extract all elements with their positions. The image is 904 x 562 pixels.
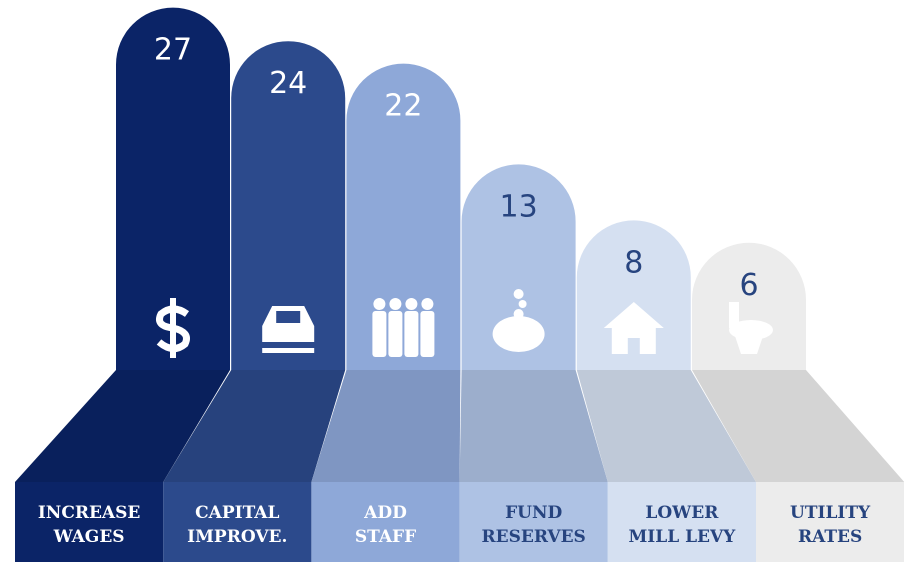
label-box: [311, 482, 460, 562]
bar: [116, 7, 230, 370]
icon: [420, 311, 435, 357]
bar: [231, 41, 346, 371]
value-label: 22: [384, 89, 422, 124]
floor: [576, 370, 756, 482]
icon: [513, 289, 524, 299]
bar: [692, 242, 806, 370]
icon: [513, 309, 524, 319]
icon: [262, 306, 315, 342]
icon: [170, 298, 176, 358]
floor: [311, 370, 461, 482]
icon: [388, 311, 403, 357]
label-box: [15, 482, 164, 562]
icon: [373, 298, 386, 310]
value-label: 6: [739, 268, 758, 303]
floor: [15, 370, 230, 482]
floor-shade: [15, 370, 230, 482]
value-label: 24: [269, 66, 307, 101]
icon: [492, 316, 545, 352]
icon: [389, 298, 402, 310]
value-label: 27: [154, 33, 192, 68]
icon: [262, 348, 315, 353]
label-box: [756, 482, 904, 562]
column: 27 INCREASE WAGES: [15, 7, 230, 562]
floor: [692, 370, 904, 482]
floor: [163, 370, 346, 482]
icon: [372, 311, 387, 357]
icon: [518, 300, 527, 308]
floor-shade: [459, 370, 608, 482]
category-label: UTILITY: [790, 503, 871, 523]
icon: [405, 298, 418, 310]
floor: [459, 370, 608, 482]
bar: [461, 164, 576, 370]
floor-shade: [692, 370, 904, 482]
icon: [729, 320, 773, 340]
floor-shade: [163, 370, 346, 482]
label-box: [163, 482, 312, 562]
floor-shade: [576, 370, 756, 482]
bar: [576, 220, 691, 370]
category-label: STAFF: [355, 527, 416, 547]
category-label: LOWER: [645, 503, 719, 523]
label-box: [607, 482, 756, 562]
bar: [346, 63, 461, 370]
category-label: WAGES: [53, 527, 125, 547]
value-label: 13: [500, 189, 538, 224]
category-label: ADD: [363, 503, 407, 523]
icon: [729, 302, 739, 328]
column: 24 CAPITAL IMPROVE.: [163, 41, 346, 562]
column: 13 FUND RESERVES: [459, 164, 608, 562]
category-label: FUND: [505, 503, 562, 523]
icon: [421, 298, 434, 310]
icon: [603, 302, 664, 354]
category-label: RESERVES: [482, 527, 586, 547]
icon: [276, 311, 301, 323]
category-label: RATES: [798, 527, 862, 547]
floor-shade: [311, 370, 461, 482]
column: 22 ADD STAFF: [311, 63, 461, 562]
icon: [404, 311, 419, 357]
label-box: [459, 482, 608, 562]
category-label: INCREASE: [38, 503, 141, 523]
column: 6 UTILITY RATES: [692, 242, 904, 562]
category-label: MILL LEVY: [628, 527, 736, 547]
category-label: IMPROVE.: [187, 527, 287, 547]
column: 8 LOWER MILL LEVY: [576, 220, 756, 562]
category-label: CAPITAL: [195, 503, 279, 523]
value-label: 8: [624, 245, 643, 280]
icon: [735, 336, 763, 354]
